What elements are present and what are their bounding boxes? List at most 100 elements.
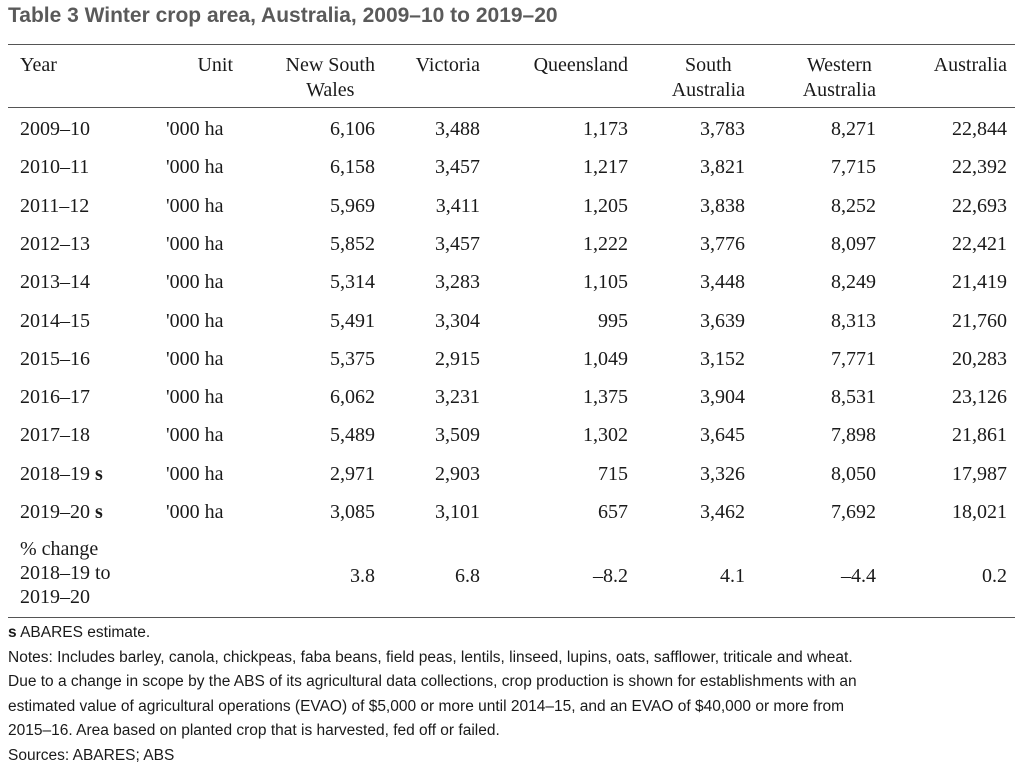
cell-vic: 3,304 [435, 310, 480, 332]
cell-vic: 3,231 [435, 386, 480, 408]
cell-nsw: 5,969 [330, 195, 375, 217]
cell-year: 2016–17 [20, 386, 90, 408]
cell-unit: '000 ha [166, 195, 224, 217]
header-new-south-wales: New South Wales [286, 53, 375, 103]
cell-year: 2009–10 [20, 118, 90, 140]
table-row: 2015–16 '000 ha 5,375 2,915 1,049 3,152 … [8, 344, 1015, 374]
sources-line: Sources: ABARES; ABS [8, 746, 175, 764]
cell-sa: 3,783 [700, 118, 745, 140]
cell-nsw: 6,106 [330, 118, 375, 140]
header-wa-line2: Australia [802, 79, 876, 101]
cell-wa: 7,898 [831, 424, 876, 446]
cell-wa: 8,313 [831, 310, 876, 332]
cell-year: 2018–19 s [20, 463, 103, 485]
cell-unit: '000 ha [166, 310, 224, 332]
estimate-marker: s [95, 463, 103, 485]
table-notes: s ABARES estimate. Notes: Includes barle… [8, 621, 1018, 768]
cell-qld: 995 [598, 310, 628, 332]
cell-year: 2019–20 s [20, 501, 103, 523]
cell-year: 2015–16 [20, 348, 90, 370]
change-qld: –8.2 [593, 565, 628, 587]
cell-sa: 3,904 [700, 386, 745, 408]
percent-change-row: % change 2018–19 to 2019–20 3.8 6.8 –8.2… [8, 537, 1015, 615]
percent-change-label-line2: 2018–19 to [20, 562, 111, 584]
cell-nsw: 5,491 [330, 310, 375, 332]
cell-vic: 3,411 [435, 195, 480, 217]
notes-line-4: 2015–16. Area based on planted crop that… [8, 722, 500, 739]
cell-vic: 3,101 [435, 501, 480, 523]
cell-qld: 1,222 [583, 233, 628, 255]
notes-line-1: Notes: Includes barley, canola, chickpea… [8, 648, 853, 666]
cell-australia: 21,760 [952, 310, 1007, 332]
header-south-australia: South Australia [672, 53, 745, 103]
cell-nsw: 2,971 [330, 463, 375, 485]
cell-australia: 22,392 [952, 156, 1007, 178]
percent-change-label: % change 2018–19 to 2019–20 [20, 537, 111, 609]
header-sa-line1: South [685, 54, 732, 76]
estimate-note-text: ABARES estimate. [16, 624, 151, 641]
cell-sa: 3,776 [700, 233, 745, 255]
cell-australia: 18,021 [952, 501, 1007, 523]
cell-australia: 22,844 [952, 118, 1007, 140]
table-bottom-rule [8, 617, 1015, 618]
cell-unit: '000 ha [166, 118, 224, 140]
header-year: Year [20, 54, 57, 76]
cell-sa: 3,645 [700, 424, 745, 446]
header-nsw-line1: New South [285, 54, 375, 76]
cell-unit: '000 ha [166, 271, 224, 293]
change-wa: –4.4 [841, 565, 876, 587]
table-row: 2011–12 '000 ha 5,969 3,411 1,205 3,838 … [8, 191, 1015, 221]
cell-unit: '000 ha [166, 156, 224, 178]
table-row: 2018–19 s '000 ha 2,971 2,903 715 3,326 … [8, 459, 1015, 489]
cell-year: 2014–15 [20, 310, 90, 332]
table-row: 2017–18 '000 ha 5,489 3,509 1,302 3,645 … [8, 420, 1015, 450]
cell-australia: 21,861 [952, 424, 1007, 446]
cell-wa: 7,715 [831, 156, 876, 178]
cell-australia: 21,419 [952, 271, 1007, 293]
cell-vic: 3,283 [435, 271, 480, 293]
cell-wa: 8,531 [831, 386, 876, 408]
cell-qld: 1,049 [583, 348, 628, 370]
cell-vic: 3,488 [435, 118, 480, 140]
cell-wa: 8,252 [831, 195, 876, 217]
table-top-rule [8, 44, 1015, 45]
notes-line-2: Due to a change in scope by the ABS of i… [8, 673, 857, 690]
header-victoria: Victoria [415, 54, 480, 76]
table-row: 2016–17 '000 ha 6,062 3,231 1,375 3,904 … [8, 382, 1015, 412]
cell-vic: 3,457 [435, 156, 480, 178]
change-sa: 4.1 [720, 565, 745, 587]
cell-nsw: 5,375 [330, 348, 375, 370]
cell-vic: 3,509 [435, 424, 480, 446]
cell-qld: 657 [598, 501, 628, 523]
cell-wa: 7,692 [831, 501, 876, 523]
notes-line-3: estimated value of agricultural operatio… [8, 697, 845, 715]
header-wa-line1: Western [806, 54, 872, 76]
cell-vic: 3,457 [435, 233, 480, 255]
table-row: 2012–13 '000 ha 5,852 3,457 1,222 3,776 … [8, 229, 1015, 259]
estimate-marker: s [95, 501, 103, 523]
table-row: 2010–11 '000 ha 6,158 3,457 1,217 3,821 … [8, 152, 1015, 182]
header-queensland: Queensland [533, 54, 628, 76]
cell-sa: 3,448 [700, 271, 745, 293]
change-nsw: 3.8 [350, 565, 375, 587]
cell-vic: 2,915 [435, 348, 480, 370]
cell-nsw: 5,314 [330, 271, 375, 293]
cell-qld: 715 [598, 463, 628, 485]
change-australia: 0.2 [982, 565, 1007, 587]
cell-sa: 3,462 [700, 501, 745, 523]
table-row: 2013–14 '000 ha 5,314 3,283 1,105 3,448 … [8, 267, 1015, 297]
table-row: 2019–20 s '000 ha 3,085 3,101 657 3,462 … [8, 497, 1015, 527]
cell-nsw: 5,852 [330, 233, 375, 255]
cell-unit: '000 ha [166, 233, 224, 255]
header-australia: Australia [933, 54, 1007, 76]
cell-year: 2013–14 [20, 271, 90, 293]
estimate-note: s ABARES estimate. [8, 621, 1018, 646]
cell-wa: 8,097 [831, 233, 876, 255]
cell-vic: 2,903 [435, 463, 480, 485]
cell-sa: 3,326 [700, 463, 745, 485]
cell-sa: 3,838 [700, 195, 745, 217]
cell-wa: 7,771 [831, 348, 876, 370]
header-sa-line2: Australia [671, 79, 745, 101]
cell-year: 2010–11 [20, 156, 90, 178]
cell-qld: 1,105 [583, 271, 628, 293]
